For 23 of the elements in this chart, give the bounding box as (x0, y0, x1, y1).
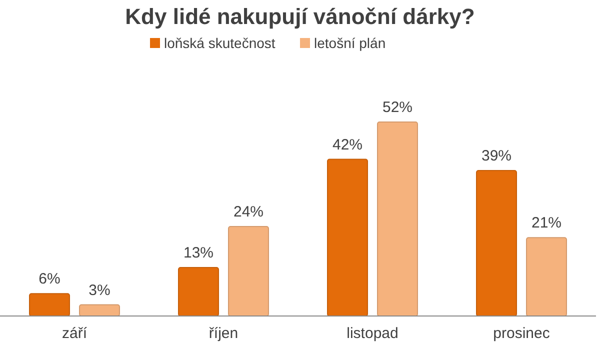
legend-label: loňská skutečnost (164, 35, 276, 51)
data-label: 24% (233, 203, 264, 220)
bar (476, 170, 517, 316)
data-label: 42% (332, 136, 363, 154)
bar (377, 122, 418, 316)
data-label: 39% (481, 148, 512, 164)
x-tick-label: listopad (346, 325, 398, 342)
data-label: 13% (183, 244, 214, 262)
bar (228, 226, 269, 316)
x-tick-label: září (62, 325, 88, 342)
data-label: 52% (382, 99, 413, 116)
bar (526, 237, 567, 316)
data-label: 3% (88, 282, 110, 299)
legend-label: letošní plán (314, 35, 386, 51)
x-tick-label: říjen (208, 325, 238, 342)
data-label: 21% (531, 214, 562, 232)
chart-title: Kdy lidé nakupují vánoční dárky? (125, 4, 475, 29)
bar (178, 267, 219, 316)
data-label: 6% (38, 270, 60, 288)
bar (79, 304, 120, 316)
x-tick-label: prosinec (493, 325, 550, 342)
bar (29, 293, 70, 316)
bar (327, 158, 368, 316)
